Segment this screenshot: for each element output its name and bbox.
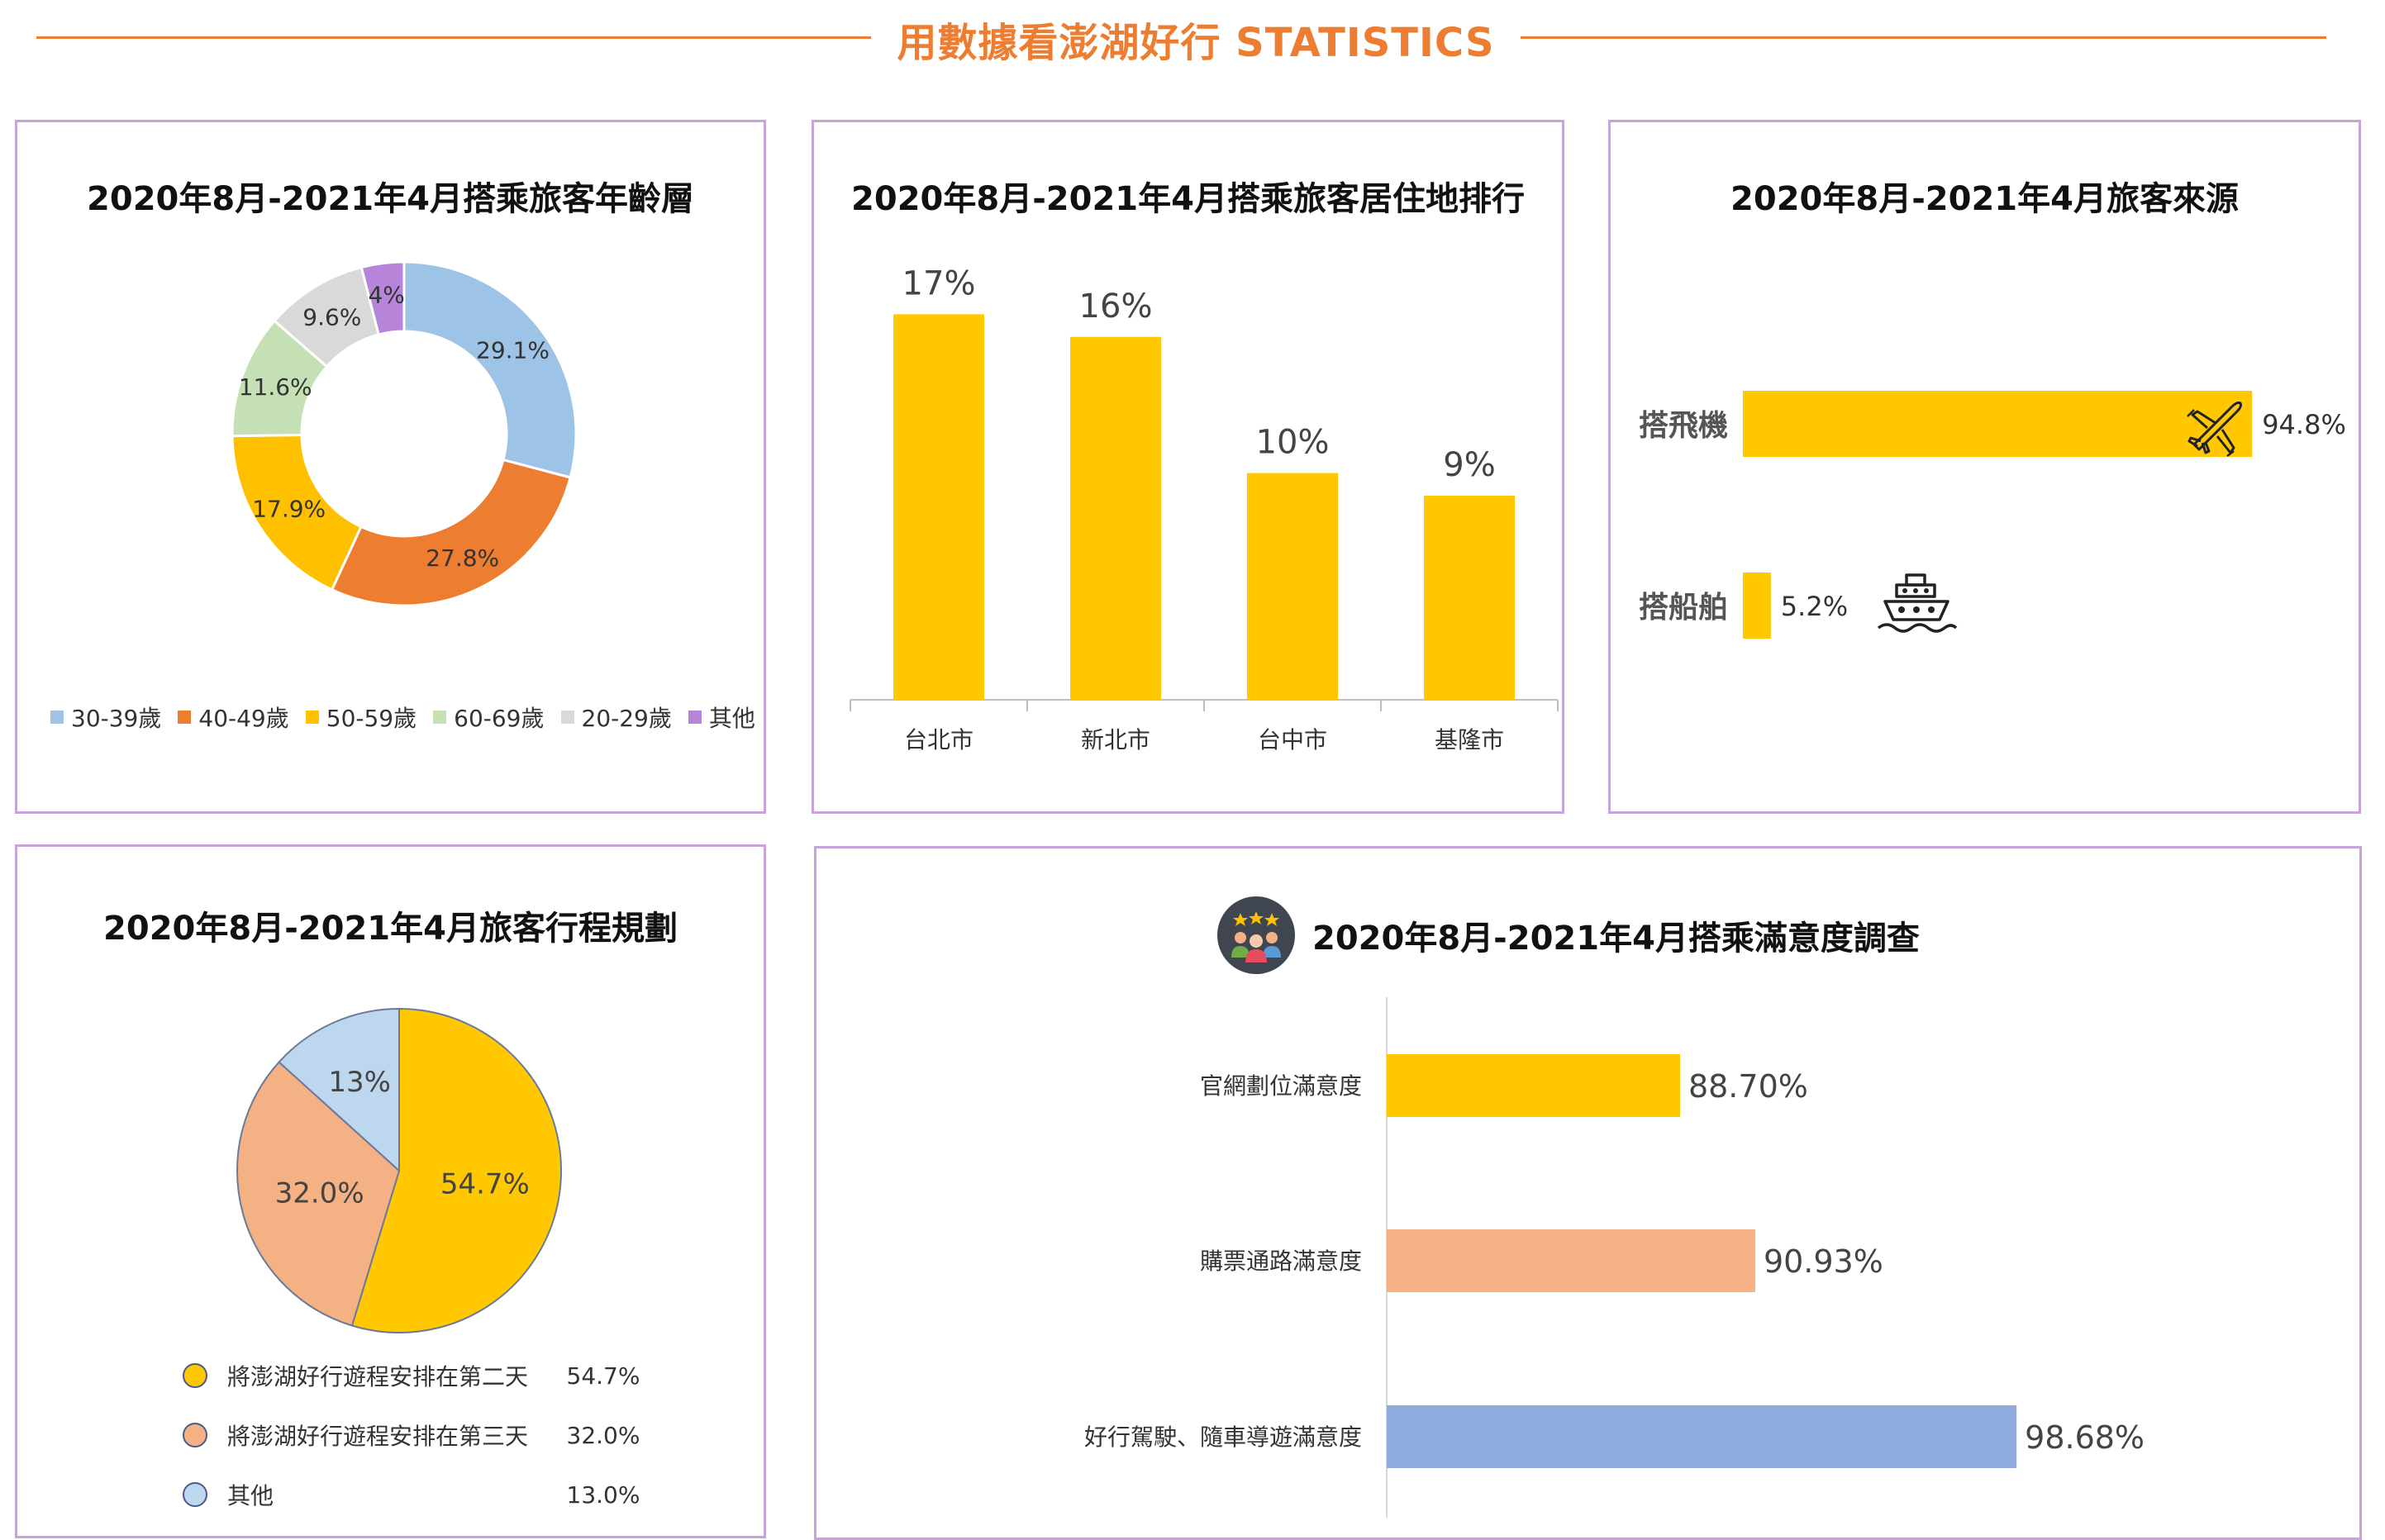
satisfaction-category-label-2: 好行駕駛、隨車導遊滿意度 [1084, 1424, 1362, 1451]
age-legend-swatch-3 [433, 711, 446, 724]
age-legend-label-1: 40-49歲 [198, 701, 288, 734]
age-slice-label-3: 11.6% [239, 373, 312, 401]
satisfaction-bar-1 [1387, 1229, 1755, 1292]
satisfaction-value-label-0: 88.70% [1688, 1068, 1808, 1105]
age-slice-label-0: 29.1% [476, 337, 550, 364]
satisfaction-category-label-1: 購票通路滿意度 [1200, 1248, 1362, 1275]
itinerary-slice-label-2: 13% [328, 1066, 391, 1099]
residence-value-label-2: 10% [1256, 424, 1330, 462]
age-slice-label-1: 27.8% [426, 544, 499, 572]
airplane-icon [2183, 393, 2249, 459]
residence-value-label-1: 16% [1079, 288, 1153, 326]
satisfaction-bar-2 [1387, 1405, 2016, 1468]
age-slice-label-5: 4% [368, 281, 404, 308]
age-slice-label-2: 17.9% [252, 495, 326, 522]
age-legend-swatch-4 [561, 711, 574, 724]
itinerary-legend-label-2: 其他 [227, 1478, 567, 1511]
residence-category-label-1: 新北市 [1081, 726, 1150, 753]
page-header: 用數據看澎湖好行 STATISTICS [0, 0, 2385, 76]
itinerary-legend-label-1: 將澎湖好行遊程安排在第三天 [227, 1419, 567, 1452]
itinerary-legend-label-0: 將澎湖好行遊程安排在第二天 [227, 1359, 567, 1392]
satisfaction-bar-0 [1387, 1054, 1680, 1117]
residence-category-label-3: 基隆市 [1435, 726, 1504, 753]
itinerary-legend-marker-0 [183, 1363, 207, 1388]
source-category-label-1: 搭船舶 [1639, 591, 1728, 625]
age-legend-item-3: 60-69歲 [433, 701, 544, 734]
residence-panel: 2020年8月-2021年4月搭乘旅客居住地排行 17% 台北市 16% 新北市 10%… [812, 120, 1564, 814]
source-bar-0 [1743, 391, 2252, 457]
itinerary-legend-value-2: 13.0% [567, 1481, 645, 1509]
source-bar-chart: 搭飛機 94.8% 搭船舶 5.2% [1611, 122, 2359, 811]
age-legend-item-1: 40-49歲 [178, 701, 288, 734]
age-slice-0 [404, 262, 576, 478]
source-value-label-1: 5.2% [1781, 591, 1848, 622]
residence-category-label-0: 台北市 [904, 726, 974, 753]
itinerary-slice-label-1: 32.0% [275, 1177, 364, 1210]
age-legend-item-4: 20-29歲 [561, 701, 672, 734]
satisfaction-category-label-0: 官網劃位滿意度 [1200, 1072, 1362, 1100]
age-legend-swatch-0 [50, 711, 64, 724]
header-rule-left [36, 36, 871, 39]
satisfaction-panel: 2020年8月-2021年4月搭乘滿意度調查 官網劃位滿意度 88.70% 購票通路… [814, 846, 2362, 1540]
itinerary-legend-marker-2 [183, 1482, 207, 1507]
source-bar-1 [1743, 573, 1771, 639]
source-category-label-0: 搭飛機 [1639, 409, 1728, 443]
age-slice-1 [332, 460, 571, 606]
source-panel: 2020年8月-2021年4月旅客來源 搭飛機 94.8% 搭船舶 5.2% [1608, 120, 2361, 814]
residence-bar-0 [893, 314, 984, 700]
satisfaction-value-label-1: 90.93% [1764, 1243, 1883, 1280]
residence-value-label-3: 9% [1443, 446, 1495, 484]
age-legend-item-2: 50-59歲 [306, 701, 417, 734]
age-legend-swatch-2 [306, 711, 319, 724]
itinerary-panel: 2020年8月-2021年4月旅客行程規劃 54.7% 32.0% 13% 將澎湖好… [15, 844, 766, 1538]
age-legend-label-4: 20-29歲 [582, 701, 672, 734]
age-slice-label-4: 9.6% [302, 304, 361, 331]
age-legend-label-3: 60-69歲 [454, 701, 544, 734]
age-panel: 2020年8月-2021年4月搭乘旅客年齡層 29.1% 27.8% 17.9% 11… [15, 120, 766, 814]
residence-bar-chart: 17% 台北市 16% 新北市 10% 台中市 9% 基隆市 [814, 122, 1562, 811]
itinerary-slice-label-0: 54.7% [440, 1167, 530, 1200]
residence-value-label-0: 17% [902, 264, 976, 302]
satisfaction-bar-chart: 官網劃位滿意度 88.70% 購票通路滿意度 90.93% 好行駕駛、隨車導遊滿意度 98… [816, 848, 2359, 1538]
age-legend-swatch-1 [178, 711, 191, 724]
age-legend-label-2: 50-59歲 [326, 701, 417, 734]
age-legend: 30-39歲 40-49歲 50-59歲 60-69歲 20-29歲 其他 [50, 701, 772, 734]
source-value-label-0: 94.8% [2262, 409, 2346, 440]
age-legend-item-0: 30-39歲 [50, 701, 161, 734]
ship-icon [1875, 568, 1958, 643]
age-legend-label-0: 30-39歲 [71, 701, 161, 734]
satisfaction-value-label-2: 98.68% [2025, 1419, 2145, 1456]
header-rule-right [1521, 36, 2326, 39]
residence-category-label-2: 台中市 [1258, 726, 1327, 753]
itinerary-legend-item-2: 其他 13.0% [183, 1474, 645, 1515]
age-legend-item-5: 其他 [688, 701, 755, 734]
itinerary-legend-item-0: 將澎湖好行遊程安排在第二天 54.7% [183, 1355, 645, 1396]
itinerary-legend-marker-1 [183, 1423, 207, 1447]
itinerary-legend-value-1: 32.0% [567, 1422, 645, 1449]
residence-bar-2 [1247, 473, 1338, 701]
age-legend-swatch-5 [688, 711, 702, 724]
itinerary-legend-value-0: 54.7% [567, 1362, 645, 1390]
residence-bar-3 [1424, 496, 1515, 700]
residence-bar-1 [1070, 337, 1161, 700]
itinerary-legend-item-1: 將澎湖好行遊程安排在第三天 32.0% [183, 1414, 645, 1456]
page-title: 用數據看澎湖好行 STATISTICS [871, 10, 1521, 68]
age-legend-label-5: 其他 [709, 701, 755, 734]
